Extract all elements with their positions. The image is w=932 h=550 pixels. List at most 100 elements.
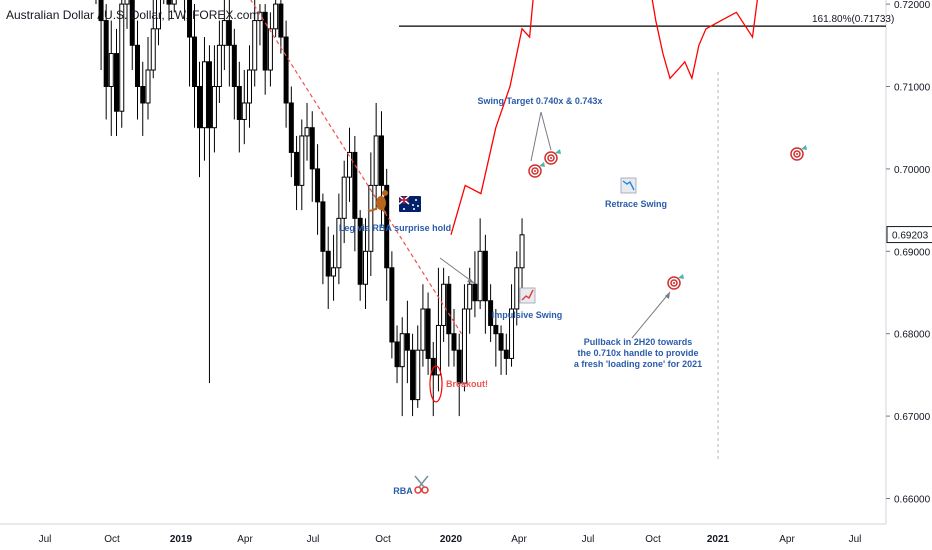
candle-body-up xyxy=(171,0,177,5)
time-axis[interactable]: Jul Oct 2019 Apr Jul Oct 2020 Apr Jul Oct 2021 Apr J… xyxy=(39,534,862,545)
annotation-label: Swing Target 0.740x & 0.743x xyxy=(478,96,603,106)
flag-star xyxy=(403,208,405,210)
scissors-handle xyxy=(421,486,429,494)
candle-body-up xyxy=(363,250,368,285)
chart-decreasing-icon xyxy=(620,177,637,194)
candle xyxy=(129,0,135,71)
candle-body-up xyxy=(299,135,305,186)
y-tick-label: 0.68000 xyxy=(894,330,931,341)
candle-body-up xyxy=(304,127,310,137)
candle xyxy=(472,251,478,318)
x-tick-label: Apr xyxy=(779,534,795,545)
x-tick-label: Jul xyxy=(849,534,862,545)
candle xyxy=(446,276,452,367)
candle xyxy=(119,0,125,128)
x-tick-label: Oct xyxy=(104,534,120,545)
candle-body-down xyxy=(446,283,452,335)
kangaroo-body xyxy=(376,196,386,210)
candle-body-up xyxy=(415,349,421,401)
y-tick-label: 0.71000 xyxy=(894,83,931,94)
candle xyxy=(257,4,263,46)
annotation-label: Breakout! xyxy=(446,379,488,389)
candle-body-up xyxy=(435,324,441,376)
candle-body-up xyxy=(514,267,520,310)
candle xyxy=(341,160,347,244)
candle xyxy=(309,111,315,202)
candle xyxy=(145,37,151,120)
candle-body-up xyxy=(257,11,263,22)
annotation-label: Retrace Swing xyxy=(605,199,667,209)
candle-body-down xyxy=(294,151,300,186)
candle xyxy=(363,218,368,309)
kangaroo-icon xyxy=(367,190,388,214)
candle xyxy=(201,37,207,161)
candle-body-down xyxy=(140,86,146,104)
x-tick-label: Apr xyxy=(237,534,253,545)
candle xyxy=(135,20,140,120)
candle-body-up xyxy=(119,3,125,112)
candle-body-down xyxy=(226,20,232,46)
candle xyxy=(236,61,242,153)
candle xyxy=(461,284,467,392)
kangaroo-leg xyxy=(381,208,387,214)
candle-body-up xyxy=(420,308,426,351)
plot-area xyxy=(0,0,887,525)
candle-body-down xyxy=(309,127,315,170)
scissors-handle xyxy=(414,486,422,494)
x-tick-label: Apr xyxy=(511,534,527,545)
price-axis[interactable]: 0.66000 0.67000 0.68000 0.69000 0.70000 0.710… xyxy=(886,0,932,506)
candle-body-down xyxy=(482,250,488,302)
annotation-label: RBA xyxy=(393,486,413,496)
candle-body-up xyxy=(252,20,258,71)
candle xyxy=(150,0,156,79)
x-tick-label: Oct xyxy=(375,534,391,545)
candle xyxy=(241,70,247,145)
candle-body-up xyxy=(124,0,130,5)
candle xyxy=(368,152,374,277)
candle-body-up xyxy=(341,176,347,219)
candle xyxy=(320,193,326,285)
flag-star xyxy=(415,199,417,201)
candle xyxy=(493,308,499,367)
candle xyxy=(441,267,447,342)
candle-body-down xyxy=(278,3,284,38)
candle xyxy=(156,0,161,46)
candle-body-down xyxy=(394,341,400,368)
candle xyxy=(410,333,416,417)
candle-body-down xyxy=(192,36,198,87)
current-price-tag xyxy=(886,226,932,244)
candle-body-up xyxy=(150,28,156,71)
candle-body-down xyxy=(206,61,212,129)
candle-body-down xyxy=(114,53,119,112)
candle-body-up xyxy=(336,217,342,269)
candle xyxy=(103,4,109,120)
candle xyxy=(336,193,342,285)
candle xyxy=(498,325,504,375)
candle xyxy=(509,284,515,367)
y-tick-label: 0.69000 xyxy=(894,247,931,258)
candle xyxy=(231,28,237,120)
candle xyxy=(221,0,227,71)
candle-body-up xyxy=(331,267,337,277)
candle xyxy=(216,20,222,103)
candle-body-down xyxy=(498,333,504,351)
candle xyxy=(456,333,462,417)
candle xyxy=(488,284,494,342)
candle-body-up xyxy=(246,69,252,104)
candle-body-down xyxy=(325,250,331,277)
candle xyxy=(206,45,212,384)
candle-body-down xyxy=(98,0,104,22)
candle-body-down xyxy=(288,102,294,153)
icon-line xyxy=(622,180,635,191)
target-icon xyxy=(544,149,561,165)
candle xyxy=(124,0,130,29)
flag-star xyxy=(413,208,415,210)
pullback-pointer xyxy=(631,291,671,339)
candle-body-down xyxy=(262,11,268,71)
current-price-label: 0.69203 xyxy=(892,231,929,242)
leg-pointer-arrowhead xyxy=(467,278,474,283)
target-center xyxy=(796,153,798,155)
candle-body-down xyxy=(103,20,109,87)
target-icon xyxy=(667,274,684,290)
